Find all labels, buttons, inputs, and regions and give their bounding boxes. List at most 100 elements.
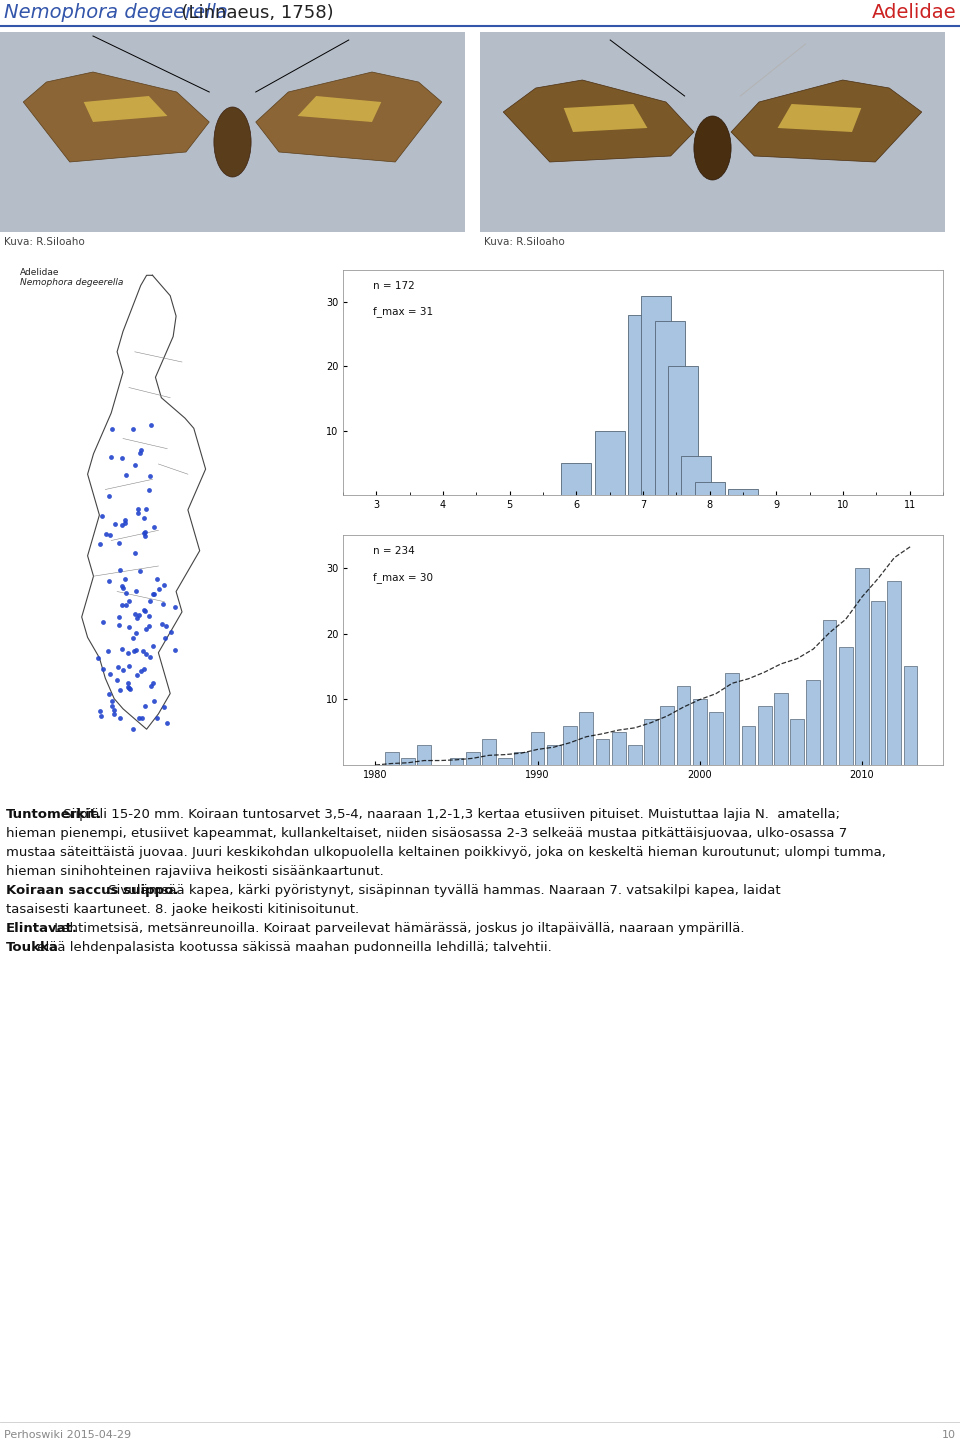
Text: Adelidae: Adelidae	[872, 3, 956, 23]
Bar	[644, 720, 658, 764]
Text: f_max = 30: f_max = 30	[373, 572, 433, 582]
Text: elää lehdenpalasista kootussa säkissä maahan pudonneilla lehdillä; talvehtii.: elää lehdenpalasista kootussa säkissä ma…	[33, 941, 551, 954]
Point	[143, 413, 158, 436]
Bar	[401, 759, 415, 764]
Point	[149, 707, 164, 730]
Point	[108, 513, 123, 536]
Point	[120, 672, 135, 695]
Bar	[903, 666, 918, 764]
Point	[110, 656, 126, 679]
Point	[93, 705, 108, 728]
Point	[133, 659, 149, 682]
Point	[152, 577, 167, 600]
Text: Siipiäli 15-20 mm. Koiraan tuntosarvet 3,5-4, naaraan 1,2-1,3 kertaa etusiiven p: Siipiäli 15-20 mm. Koiraan tuntosarvet 3…	[60, 808, 840, 821]
Bar	[790, 720, 804, 764]
Text: Kuva: R.Siloaho: Kuva: R.Siloaho	[4, 237, 84, 247]
Point	[93, 532, 108, 555]
Point	[131, 707, 146, 730]
Bar	[695, 483, 725, 496]
Bar	[482, 738, 495, 764]
Point	[138, 497, 154, 520]
Text: Toukka: Toukka	[6, 941, 59, 954]
Bar	[655, 321, 684, 496]
Bar	[823, 620, 836, 764]
Text: n = 172: n = 172	[373, 282, 415, 292]
Text: Sivulämsää kapea, kärki pyöristynyt, sisäpinnan tyvällä hammas. Naaraan 7. vatsa: Sivulämsää kapea, kärki pyöristynyt, sis…	[104, 884, 780, 897]
Point	[114, 575, 130, 598]
Point	[117, 568, 132, 591]
Point	[109, 669, 125, 692]
Point	[136, 598, 152, 621]
Bar	[839, 647, 852, 764]
Point	[129, 621, 144, 644]
Point	[167, 595, 182, 618]
Text: n = 234: n = 234	[373, 546, 415, 556]
Point	[112, 707, 128, 730]
Point	[111, 532, 127, 555]
Bar	[628, 315, 658, 496]
Point	[156, 695, 171, 718]
Point	[132, 441, 148, 464]
Point	[126, 717, 141, 740]
Point	[117, 512, 132, 535]
Point	[104, 445, 119, 468]
Point	[126, 626, 141, 649]
Point	[154, 613, 169, 636]
Point	[134, 707, 150, 730]
Point	[121, 616, 136, 639]
Text: Tuntomerkit.: Tuntomerkit.	[6, 808, 103, 821]
Point	[94, 504, 109, 527]
Point	[112, 678, 128, 701]
Point	[107, 702, 122, 725]
Point	[137, 525, 153, 548]
Bar	[515, 751, 528, 764]
Bar	[741, 725, 756, 764]
Text: 10: 10	[942, 1431, 956, 1441]
Point	[128, 603, 143, 626]
Point	[156, 592, 171, 616]
Point	[164, 620, 180, 643]
Text: (Linnaeus, 1758): (Linnaeus, 1758)	[170, 4, 334, 22]
Point	[102, 523, 117, 546]
Bar	[693, 699, 707, 764]
Point	[127, 454, 142, 477]
Bar	[594, 431, 625, 496]
Polygon shape	[84, 95, 167, 121]
Text: hieman pienempi, etusiivet kapeammat, kullankeltaiset, niiden sisäosassa 2-3 sel: hieman pienempi, etusiivet kapeammat, ku…	[6, 827, 848, 840]
Point	[146, 582, 161, 605]
Ellipse shape	[214, 107, 252, 176]
Point	[111, 614, 127, 637]
Point	[112, 559, 128, 582]
Point	[158, 614, 174, 637]
Text: f_max = 31: f_max = 31	[373, 306, 433, 316]
Point	[138, 642, 154, 665]
Point	[128, 639, 143, 662]
Bar	[564, 725, 577, 764]
Bar	[660, 705, 674, 764]
Text: Elintavat.: Elintavat.	[6, 922, 78, 935]
Point	[115, 513, 131, 536]
Point	[91, 646, 107, 669]
Bar	[449, 759, 464, 764]
Bar	[855, 568, 869, 764]
Bar	[682, 457, 711, 496]
Point	[131, 501, 146, 525]
Polygon shape	[23, 72, 209, 162]
Point	[105, 694, 120, 717]
Polygon shape	[732, 79, 922, 162]
Text: mustaa säteittäistä juovaa. Juuri keskikohdan ulkopuolella keltainen poikkivyö, : mustaa säteittäistä juovaa. Juuri keskik…	[6, 845, 886, 858]
Point	[98, 523, 113, 546]
Point	[130, 607, 145, 630]
Point	[146, 514, 161, 538]
Bar	[579, 712, 593, 764]
Point	[130, 663, 145, 686]
Point	[125, 418, 140, 441]
Text: Koiraan saccus suippo.: Koiraan saccus suippo.	[6, 884, 179, 897]
Point	[102, 663, 117, 686]
Point	[102, 486, 117, 509]
Point	[137, 695, 153, 718]
Point	[142, 646, 157, 669]
Polygon shape	[82, 276, 205, 730]
Point	[100, 640, 115, 663]
Point	[116, 659, 132, 682]
